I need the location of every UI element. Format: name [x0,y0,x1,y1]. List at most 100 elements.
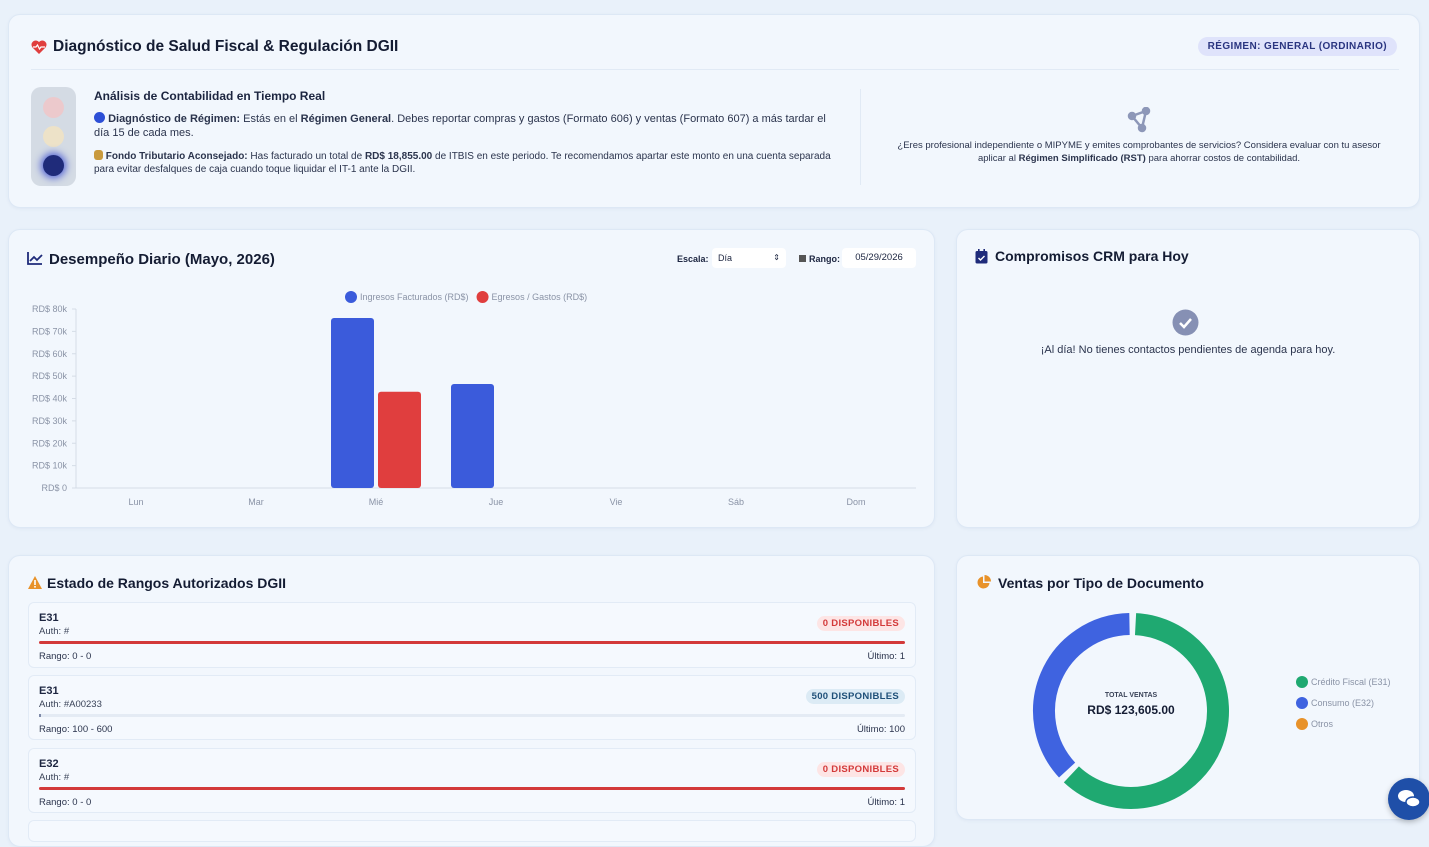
heart-icon [31,40,47,54]
chat-button[interactable] [1388,778,1429,820]
range-input[interactable]: 05/29/2026 [842,248,916,268]
range-item: E31 Auth: #A00233 500 DISPONIBLES Rango:… [28,675,916,740]
range-label-wrap: Rango: [799,254,840,264]
x-tick-label: Mar [248,497,264,507]
progress [39,641,905,644]
crm-card: Compromisos CRM para Hoy ¡Al día! No tie… [956,229,1420,528]
fund-text: Fondo Tributario Aconsejado: Has factura… [94,150,834,176]
y-tick-label: RD$ 10k [32,461,68,471]
legend-swatch [1296,718,1308,730]
y-tick-label: RD$ 40k [32,394,68,404]
pie-icon [977,575,991,589]
center-label: TOTAL VENTAS [1105,692,1158,699]
legend-swatch [345,291,357,303]
bar-chart: RD$ 0 RD$ 10k RD$ 20k RD$ 30k RD$ 40k RD$ 50k… [32,291,916,507]
money-bag [94,150,103,160]
regime-highlight: Régimen General [300,113,392,125]
scale-select[interactable]: Día ⇕ [712,248,786,268]
light-blue [43,155,64,176]
light-yellow [43,126,64,147]
traffic-light [31,87,76,186]
regime-label: Diagnóstico de Régimen: [108,113,241,125]
legend-label: Egresos / Gastos (RD$) [492,292,588,302]
badge: 0 DISPONIBLES [816,616,905,631]
bar [331,317,374,488]
auth: Auth: # [39,772,70,783]
fund-highlight: RD$ 18,855.00 [364,151,433,162]
calendar-mini [799,255,806,262]
v-divider [860,89,861,185]
range: Rango: 100 - 600 [39,724,113,735]
tip-highlight: Régimen Simplificado (RST) [1018,153,1146,164]
tip-text-2: para ahorrar costos de contabilidad. [1148,153,1301,164]
x-tick-label: Lun [128,497,143,507]
badge: 500 DISPONIBLES [805,689,905,704]
y-tick-label: RD$ 60k [32,349,68,359]
chart-title: Desempeño Diario (Mayo, 2026) [49,251,275,268]
last: Último: 1 [867,651,905,662]
x-tick-label: Jue [489,497,504,507]
legend-swatch [1296,697,1308,709]
y-tick-label: RD$ 50k [32,371,68,381]
chat-icon [1398,790,1421,808]
tip-text: ¿Eres profesional independiente o MIPYME… [889,139,1389,165]
legend-label: Ingresos Facturados (RD$) [360,292,469,302]
range-item: E32 Auth: # 0 DISPONIBLES Rango: 0 - 0 Ú… [28,748,916,813]
regime-text-1: Estás en el [243,113,298,125]
regime-badge: RÉGIMEN: GENERAL (ORDINARIO) [1197,37,1397,56]
fiscal-card: Diagnóstico de Salud Fiscal & Regulación… [8,14,1420,208]
y-tick-label: RD$ 20k [32,438,68,448]
regime-text: Diagnóstico de Régimen: Estás en el Régi… [94,112,839,140]
crm-title: Compromisos CRM para Hoy [995,248,1189,264]
legend-swatch [476,291,489,303]
last: Último: 1 [867,797,905,808]
blue-dot [94,112,105,123]
performance-card: Desempeño Diario (Mayo, 2026) Escala: Dí… [8,229,935,528]
chart-icon [27,252,43,265]
fund-label: Fondo Tributario Aconsejado: [105,151,248,162]
light-red [43,97,64,118]
bar [451,383,494,488]
share-icon [1127,107,1151,133]
range-label: Rango: [809,254,840,264]
center-value: RD$ 123,605.00 [1087,703,1175,717]
y-tick-label: RD$ 70k [32,326,68,336]
y-tick-label: RD$ 0 [41,483,67,493]
progress [39,787,905,790]
code: E31 [39,612,59,624]
check-icon [1172,309,1199,336]
warning-icon [28,576,42,589]
regime-text-2: . Debes reportar compras y gastos (Forma… [94,113,826,139]
legend-swatch [1296,676,1308,688]
divider [31,69,1399,70]
progress [39,714,905,717]
crm-empty: ¡Al día! No tienes contactos pendientes … [1040,344,1336,356]
donut-chart: Crédito Fiscal (E31) Consumo (E32) Otros TO… [1033,613,1391,809]
badge: 0 DISPONIBLES [816,762,905,777]
page: Diagnóstico de Salud Fiscal & Regulación… [8,14,1429,847]
range-item: E31 Auth: # 0 DISPONIBLES Rango: 0 - 0 Ú… [28,602,916,668]
y-tick-label: RD$ 80k [32,304,68,314]
x-tick-label: Dom [846,497,865,507]
calendar-icon [975,249,988,264]
sales-card: Ventas por Tipo de Documento Crédito Fis… [956,555,1420,820]
select-arrow: ⇕ [773,253,780,262]
auth: Auth: # [39,626,70,637]
ranges-title: Estado de Rangos Autorizados DGII [47,575,287,591]
scale-value: Día [718,253,733,263]
x-tick-label: Mié [369,497,384,507]
donut-segment [1063,613,1229,809]
last: Último: 100 [856,724,905,735]
donut-segment [1033,613,1130,778]
x-tick-label: Sáb [728,497,744,507]
code: E31 [39,685,59,697]
analysis-title: Análisis de Contabilidad en Tiempo Real [94,89,326,103]
tip-text-1: ¿Eres profesional independiente o MIPYME… [897,140,1381,164]
title: Diagnóstico de Salud Fiscal & Regulación… [53,38,399,55]
legend-label: Consumo (E32) [1311,698,1374,708]
range: Rango: 0 - 0 [39,651,92,662]
range: Rango: 0 - 0 [39,797,92,808]
auth: Auth: #A00233 [39,699,102,710]
bar [378,391,421,488]
scale-label: Escala: [677,254,709,264]
